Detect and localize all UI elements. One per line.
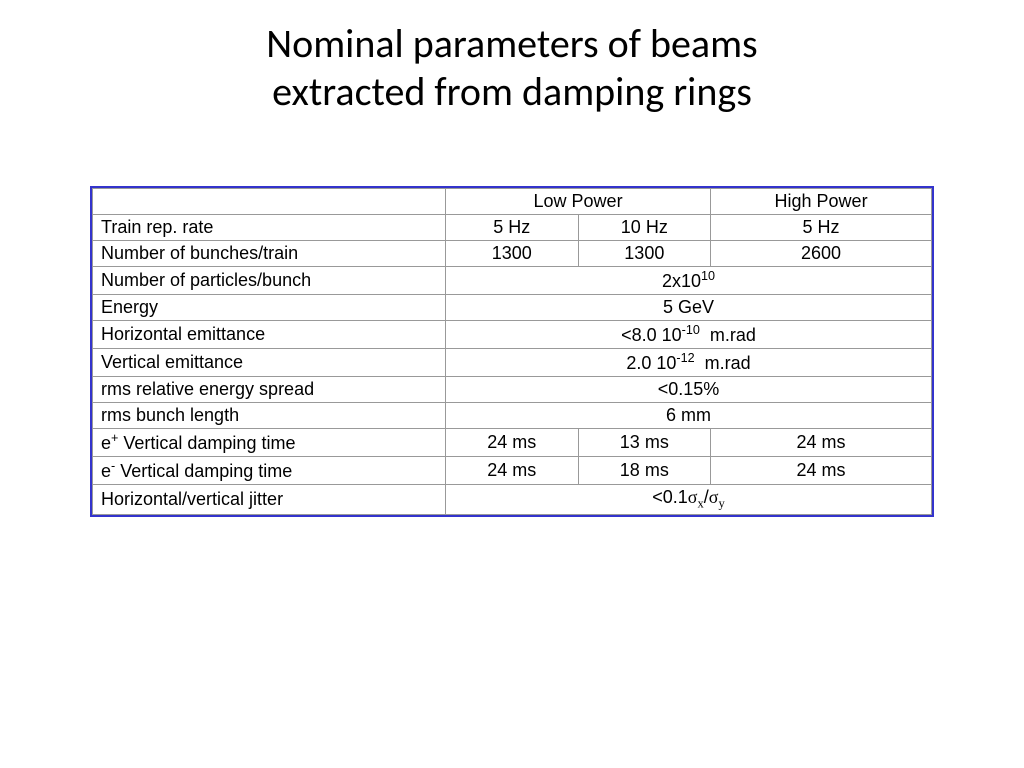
title-line-2: extracted from damping rings	[272, 67, 752, 116]
row-value-merged: 2.0 10-12 m.rad	[446, 349, 932, 377]
row-label: Train rep. rate	[93, 215, 446, 241]
row-label: Number of bunches/train	[93, 241, 446, 267]
row-value: 5 Hz	[711, 215, 932, 241]
row-label: Horizontal emittance	[93, 321, 446, 349]
parameters-table: Low PowerHigh PowerTrain rep. rate5 Hz10…	[92, 188, 932, 515]
row-label: Energy	[93, 295, 446, 321]
row-value: 24 ms	[446, 457, 579, 485]
row-value: 13 ms	[578, 429, 711, 457]
row-label: e- Vertical damping time	[93, 457, 446, 485]
slide-title: Nominal parameters of beams extracted fr…	[0, 20, 1024, 116]
row-value-merged: <8.0 10-10 m.rad	[446, 321, 932, 349]
header-empty	[93, 189, 446, 215]
row-value: 10 Hz	[578, 215, 711, 241]
row-value: 1300	[446, 241, 579, 267]
row-label: Vertical emittance	[93, 349, 446, 377]
row-value: 18 ms	[578, 457, 711, 485]
parameters-table-wrap: Low PowerHigh PowerTrain rep. rate5 Hz10…	[90, 186, 934, 517]
row-value: 24 ms	[711, 429, 932, 457]
slide: Nominal parameters of beams extracted fr…	[0, 0, 1024, 768]
row-value: 5 Hz	[446, 215, 579, 241]
row-value: 2600	[711, 241, 932, 267]
row-label: Number of particles/bunch	[93, 267, 446, 295]
row-value: 1300	[578, 241, 711, 267]
row-label: rms bunch length	[93, 403, 446, 429]
row-value-merged: 6 mm	[446, 403, 932, 429]
row-label: rms relative energy spread	[93, 377, 446, 403]
header-low-power: Low Power	[446, 189, 711, 215]
row-value-merged: 5 GeV	[446, 295, 932, 321]
row-value: 24 ms	[446, 429, 579, 457]
row-label: Horizontal/vertical jitter	[93, 485, 446, 515]
row-label: e+ Vertical damping time	[93, 429, 446, 457]
row-value-merged: 2x1010	[446, 267, 932, 295]
title-line-1: Nominal parameters of beams	[266, 19, 757, 68]
row-value-merged: <0.1σx/σy	[446, 485, 932, 515]
row-value-merged: <0.15%	[446, 377, 932, 403]
header-high-power: High Power	[711, 189, 932, 215]
row-value: 24 ms	[711, 457, 932, 485]
